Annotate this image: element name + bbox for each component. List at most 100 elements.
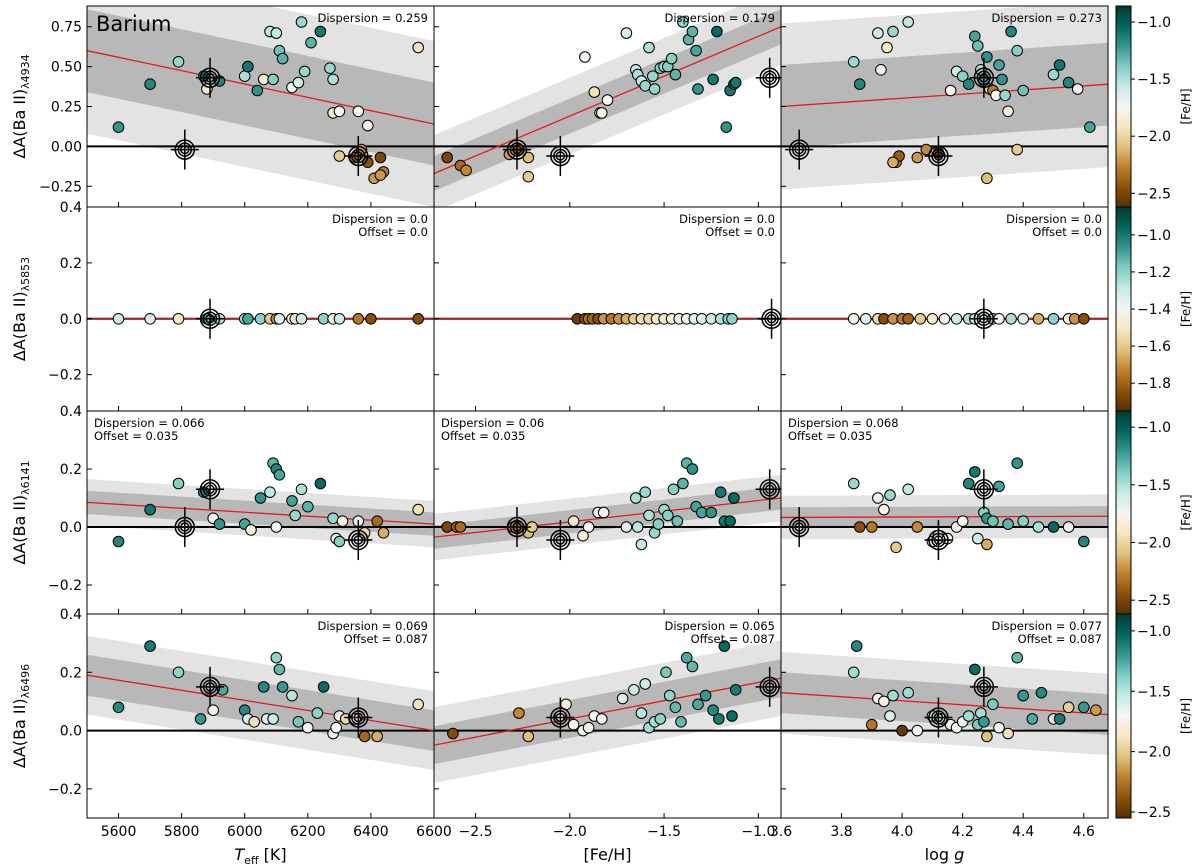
reference-star-marker: [546, 520, 575, 561]
reference-star-marker: [196, 298, 225, 339]
data-point: [273, 313, 286, 325]
reference-star-marker: [755, 666, 781, 707]
data-point: [577, 529, 589, 542]
data-point: [460, 164, 472, 177]
data-point: [639, 486, 652, 499]
data-point: [850, 640, 863, 652]
data-point: [726, 313, 738, 325]
data-point: [729, 684, 742, 696]
reference-ring-outer: [759, 676, 780, 698]
data-point: [302, 721, 314, 734]
data-point: [969, 663, 981, 676]
colorbar-tick-label: −2.5: [1137, 805, 1171, 821]
data-point: [172, 56, 185, 68]
data-point: [248, 716, 260, 728]
reference-star-marker: [546, 135, 575, 176]
data-point: [330, 721, 343, 734]
y-tick-label: 0.4: [60, 607, 82, 623]
reference-star-marker: [170, 507, 199, 547]
data-point: [890, 541, 902, 554]
colorbar-3: −1.0 −1.5 −2.0 −2.5 [Fe/H]: [1115, 410, 1193, 615]
data-point: [938, 313, 951, 325]
reference-ring-inner: [764, 484, 775, 495]
y-tick-label: 0.2: [60, 462, 82, 478]
data-point: [242, 313, 254, 325]
data-point: [276, 52, 289, 65]
data-point: [648, 83, 661, 95]
colorbar-tick-label: −1.0: [1137, 624, 1171, 640]
data-point: [950, 313, 963, 325]
x-tick-label: −1.0: [741, 824, 775, 840]
reference-ring-outer: [506, 139, 528, 160]
annotation-text: Dispersion = 0.0: [679, 212, 775, 226]
data-point: [1011, 457, 1024, 470]
data-point: [298, 65, 311, 78]
data-point: [686, 25, 699, 38]
data-point: [270, 521, 283, 533]
data-point: [887, 25, 899, 38]
data-point: [374, 169, 387, 181]
data-point: [112, 313, 125, 325]
reference-ring-outer: [348, 707, 369, 728]
panel-plot-area: [781, 6, 1108, 190]
colorbar-label: [Fe/H]: [1179, 494, 1193, 530]
panel-frame: [780, 613, 1109, 819]
data-point: [677, 16, 689, 28]
data-point: [1017, 515, 1030, 528]
data-point: [902, 483, 915, 496]
reference-ring-mid: [762, 70, 777, 86]
data-point: [705, 506, 718, 519]
data-point: [144, 78, 156, 90]
reference-ring-mid: [976, 311, 992, 327]
data-point: [686, 463, 699, 475]
data-point: [635, 538, 648, 551]
reference-ring-outer: [550, 145, 571, 167]
y-tick-label: −0.2: [48, 578, 82, 594]
data-point: [302, 500, 314, 513]
data-point: [597, 506, 610, 519]
y-tick-label: −0.25: [39, 179, 82, 195]
y-axis-label: ΔA(Ba II)λ4934: [10, 54, 32, 158]
data-point: [714, 486, 727, 499]
reference-ring-outer: [550, 529, 571, 551]
reference-ring-mid: [764, 311, 779, 327]
reference-ring-mid: [509, 519, 525, 535]
data-point: [847, 477, 860, 490]
data-point: [1002, 727, 1014, 740]
reference-ring-outer: [199, 308, 221, 330]
data-point: [690, 44, 702, 57]
data-point: [1062, 701, 1075, 714]
data-point: [601, 94, 614, 106]
data-point: [993, 721, 1005, 734]
data-point: [1035, 686, 1048, 699]
data-point: [1011, 143, 1024, 156]
data-point: [884, 710, 896, 722]
data-point: [254, 492, 267, 504]
panel-plot-area: [87, 457, 434, 561]
data-point: [630, 492, 642, 504]
data-point: [1017, 313, 1030, 325]
reference-ring-inner: [979, 484, 989, 495]
data-point: [956, 70, 969, 82]
data-point: [616, 692, 629, 705]
panel-plot-area: [87, 6, 434, 207]
annotation-text: Dispersion = 0.06: [441, 416, 544, 430]
data-point: [847, 56, 860, 68]
fit-line: [781, 692, 1108, 716]
data-point: [631, 521, 644, 533]
data-point: [675, 716, 687, 728]
panel-plot-area: [434, 298, 781, 339]
data-point: [172, 313, 185, 325]
data-point: [1011, 44, 1024, 57]
data-point: [987, 698, 999, 711]
data-point: [1032, 521, 1045, 533]
data-point: [981, 538, 993, 551]
data-point: [1047, 313, 1060, 325]
panel-plot-area: [87, 635, 434, 770]
reference-ring-outer: [199, 67, 221, 89]
data-point: [1084, 121, 1096, 133]
x-axis-labels: Teff [K] [Fe/H] log g: [234, 845, 964, 867]
reference-ring-inner: [205, 682, 215, 692]
